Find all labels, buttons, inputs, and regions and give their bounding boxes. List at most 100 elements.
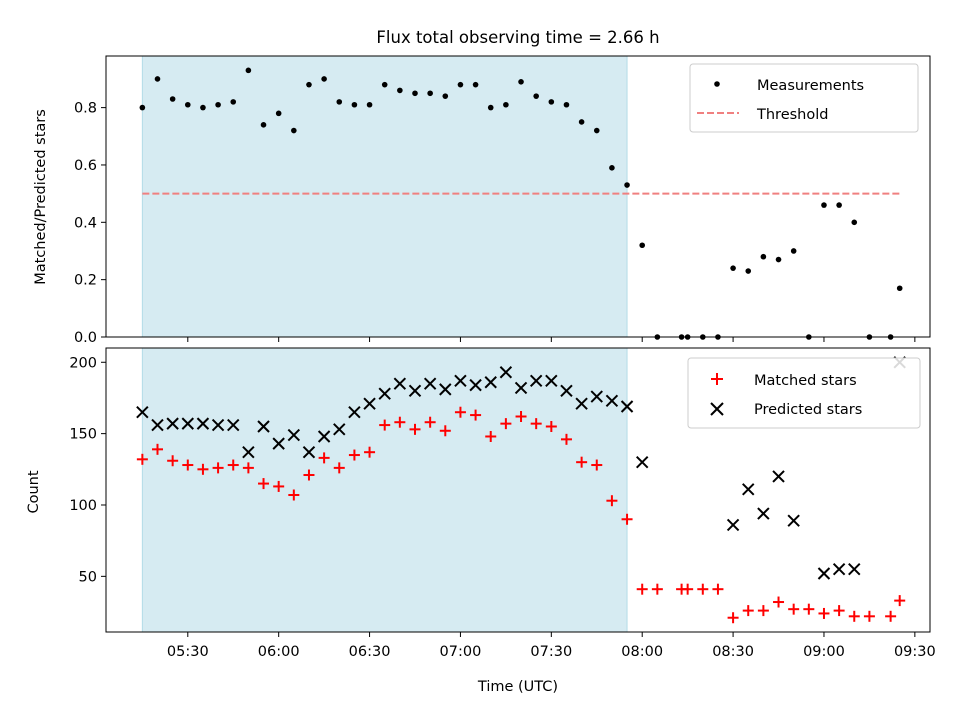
- matched-stars-point: [757, 605, 769, 617]
- bottom-axes-frame: [105, 347, 931, 633]
- predicted-stars-point: [575, 397, 588, 410]
- legend-matched-label: Matched stars: [754, 373, 857, 389]
- measurement-point: [412, 90, 418, 97]
- measurement-point: [427, 90, 433, 97]
- matched-stars-point: [318, 452, 330, 464]
- matched-stars-point: [182, 459, 194, 471]
- matched-stars-point: [258, 478, 270, 490]
- top-y-axis-label: Matched/Predicted stars: [33, 109, 49, 285]
- matched-stars-point: [333, 462, 345, 474]
- matched-stars-point: [394, 416, 406, 428]
- bottom-panel: 50 100 150 200 05:30 06:00 06:30 07:00 07:30 08:…: [26, 347, 936, 695]
- measurement-point: [609, 165, 615, 171]
- matched-stars-point: [894, 595, 906, 607]
- predicted-stars-point: [560, 384, 573, 398]
- matched-stars-point: [364, 446, 376, 458]
- bottom-y-axis: 50 100 150 200: [69, 355, 106, 585]
- matched-stars-point: [788, 603, 800, 615]
- matched-stars-point: [833, 605, 845, 617]
- predicted-stars-point: [772, 470, 785, 483]
- legend-predicted-label: Predicted stars: [754, 402, 862, 418]
- measurement-point: [518, 79, 524, 85]
- measurement-point: [548, 99, 555, 105]
- matched-stars-point: [303, 469, 315, 481]
- matched-stars-point: [591, 459, 603, 471]
- y-tick-label: 0.6: [74, 158, 97, 174]
- matched-stars-point: [576, 456, 588, 468]
- matched-stars-point: [885, 610, 897, 622]
- matched-stars-point: [500, 418, 512, 430]
- predicted-stars-point: [196, 417, 210, 430]
- matched-stars-point: [863, 610, 875, 622]
- predicted-stars-point: [787, 514, 800, 527]
- bottom-plot-area: [136, 347, 906, 633]
- predicted-stars-point: [469, 378, 482, 392]
- x-tick-label: 08:30: [712, 644, 754, 660]
- predicted-stars-point: [423, 377, 437, 390]
- x-tick-label: 06:30: [349, 644, 391, 660]
- predicted-stars-point: [605, 394, 619, 408]
- matched-stars-point: [560, 433, 572, 445]
- predicted-stars-point: [454, 374, 467, 388]
- legend-threshold-label: Threshold: [756, 107, 828, 123]
- matched-stars-point: [682, 583, 694, 595]
- legend-matched-marker: [711, 373, 723, 385]
- measurement-point: [593, 127, 600, 134]
- bottom-legend: Matched stars Predicted stars: [687, 357, 921, 429]
- predicted-stars-point: [393, 377, 407, 390]
- predicted-stars-point: [742, 483, 755, 496]
- observing-window-span: [141, 55, 628, 338]
- matched-stars-point: [803, 603, 815, 615]
- matched-stars-point: [409, 423, 421, 435]
- measurement-point: [260, 122, 267, 128]
- predicted-stars-point: [408, 384, 422, 398]
- matched-stars-point: [348, 449, 360, 461]
- measurement-point: [457, 81, 464, 88]
- measurement-point: [503, 101, 509, 108]
- predicted-stars-point: [848, 562, 861, 576]
- predicted-stars-point: [620, 400, 634, 413]
- matched-stars-point: [470, 409, 482, 421]
- measurement-point: [472, 81, 479, 88]
- y-tick-label: 0.0: [74, 330, 97, 346]
- measurement-point: [169, 96, 176, 102]
- measurement-point: [275, 110, 282, 117]
- legend-measurements-marker: [714, 81, 720, 87]
- predicted-stars-point: [499, 366, 513, 379]
- predicted-stars-point: [363, 397, 376, 410]
- matched-stars-point: [727, 612, 739, 624]
- predicted-stars-point: [817, 567, 831, 580]
- predicted-stars-point: [151, 418, 164, 432]
- measurement-point: [821, 202, 827, 208]
- y-tick-label: 0.4: [74, 215, 97, 231]
- measurement-point: [381, 81, 388, 88]
- matched-stars-point: [242, 462, 254, 474]
- measurement-point: [366, 101, 373, 108]
- observing-window-span: [141, 347, 628, 633]
- measurement-point: [306, 81, 312, 88]
- measurement-point: [790, 248, 797, 254]
- predicted-stars-point: [257, 420, 270, 433]
- predicted-stars-point: [317, 430, 331, 443]
- matched-stars-point: [288, 489, 300, 501]
- x-tick-label: 05:30: [167, 644, 209, 660]
- matched-stars-point: [212, 462, 224, 474]
- measurement-point: [487, 104, 494, 111]
- measurement-point: [836, 202, 842, 208]
- predicted-stars-point: [832, 562, 846, 576]
- measurement-point: [397, 87, 403, 94]
- matched-stars-point: [621, 513, 633, 525]
- matched-stars-point: [424, 416, 436, 428]
- measurement-point: [336, 99, 343, 105]
- predicted-stars-point: [166, 417, 179, 430]
- predicted-stars-point: [529, 374, 543, 388]
- bottom-x-axis: 05:30 06:00 06:30 07:00 07:30 08:00 08:30 09:00…: [167, 632, 936, 660]
- predicted-stars-point: [287, 428, 301, 442]
- predicted-stars-point: [181, 417, 195, 430]
- matched-stars-point: [545, 420, 557, 432]
- measurement-point: [200, 104, 206, 111]
- predicted-stars-point: [272, 437, 285, 450]
- x-tick-label: 09:30: [894, 644, 936, 660]
- top-plot-area: [139, 55, 903, 340]
- measurement-point: [321, 76, 327, 82]
